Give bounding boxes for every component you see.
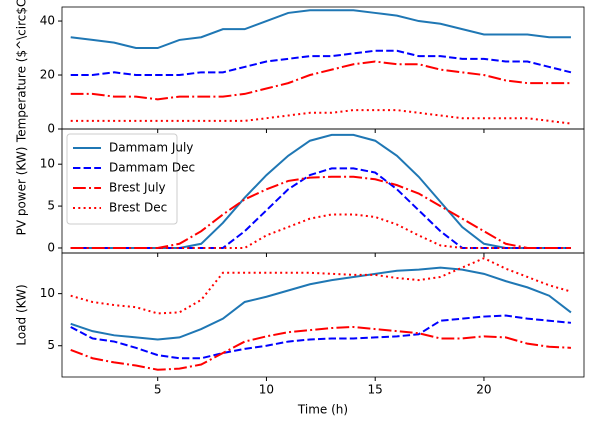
legend-label: Dammam Dec <box>109 161 195 175</box>
series-line <box>70 175 571 249</box>
x-axis-label: Time (h) <box>297 403 348 417</box>
y-tick-label: 5 <box>47 338 55 352</box>
series-line <box>70 133 571 249</box>
axes-frame <box>61 6 585 130</box>
axes-frame <box>61 252 585 378</box>
series-line <box>70 213 571 249</box>
series-line <box>70 325 571 371</box>
x-tick-label: 10 <box>259 383 274 397</box>
y-tick-label: 40 <box>40 14 55 28</box>
legend-label: Dammam July <box>109 141 193 155</box>
legend-label: Brest Dec <box>109 201 167 215</box>
y-tick-label: 5 <box>47 199 55 213</box>
series-line <box>70 314 572 360</box>
y-tick-label: 0 <box>47 240 55 254</box>
legend-label: Brest July <box>109 181 166 195</box>
y-tick-label: 10 <box>40 286 55 300</box>
y-axis-label: PV power (KW) <box>15 147 29 236</box>
y-axis-label: Temperature ($^\circ$C) <box>15 0 29 143</box>
series-line <box>70 109 572 125</box>
legend-box <box>66 133 178 225</box>
y-tick-label: 0 <box>47 122 55 136</box>
series-line <box>70 266 572 341</box>
y-axis-label: Load (KW) <box>15 284 29 345</box>
y-tick-label: 20 <box>40 68 55 82</box>
y-tick-label: 10 <box>40 157 55 171</box>
series-line <box>70 257 572 315</box>
x-tick-label: 20 <box>476 383 491 397</box>
x-tick-label: 15 <box>368 383 383 397</box>
x-tick-label: 5 <box>154 383 162 397</box>
series-line <box>70 60 571 101</box>
series-line <box>70 49 572 77</box>
series-line <box>70 9 571 50</box>
